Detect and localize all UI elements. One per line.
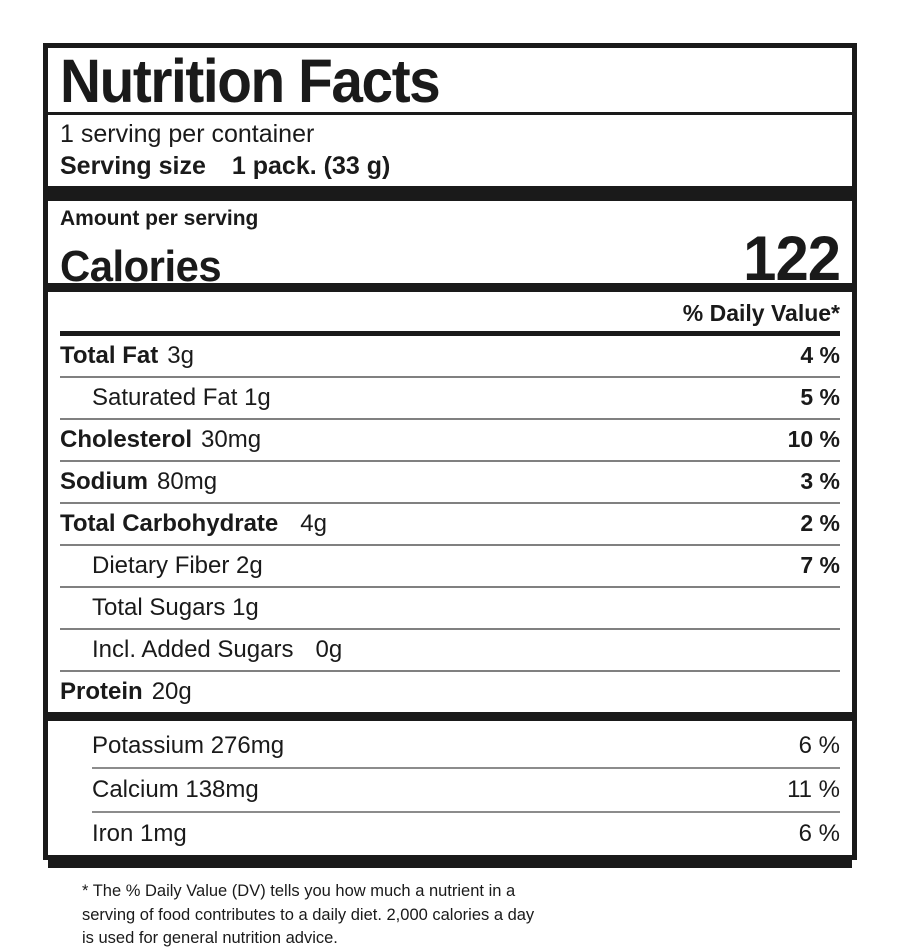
row-divider [60,376,840,379]
row-divider [60,670,840,673]
vitamin-name: Calcium 138mg [92,776,259,804]
nutrient-name-group: Incl. Added Sugars 0g [60,638,342,662]
calories-row: Calories 122 [60,224,841,295]
nutrient-row: Sodium 80mg 3 % [60,462,840,502]
vitamin-name: Iron 1mg [92,820,187,848]
row-divider [60,544,840,547]
nutrient-amount: 0g [315,636,343,664]
nutrient-name: Incl. Added Sugars [92,636,294,664]
vitamin-row: Iron 1mg 6 % [60,813,840,855]
row-divider [60,460,840,463]
servings-block: 1 serving per container Serving size 1 p… [48,115,852,186]
nutrient-amount: 4g [300,510,327,538]
nutrient-daily-value: 7 % [800,552,840,579]
nutrient-name-group: Cholesterol 30mg [60,428,261,452]
nutrition-facts-label: Nutrition Facts 1 serving per container … [43,43,857,947]
label-header: Nutrition Facts [48,48,852,112]
serving-size-row: Serving size 1 pack. (33 g) [60,150,840,182]
vitamin-name: Potassium 276mg [92,732,285,760]
divider-under-calories [48,283,852,293]
calories-value: 122 [742,224,841,295]
row-divider [60,586,840,589]
nutrient-name: Dietary Fiber 2g [92,552,263,580]
nutrient-row: Cholesterol 30mg 10 % [60,420,840,460]
nutrient-name: Total Fat [60,342,159,370]
nutrient-name-group: Protein 20g [60,680,192,704]
nutrient-row: Total Sugars 1g [60,588,840,628]
footnote-line: is used for general nutrition advice. [82,929,338,948]
nutrient-name-group: Total Carbohydrate 4g [60,512,327,536]
daily-value-header: % Daily Value* [682,300,840,327]
nutrient-name: Sodium [60,468,148,496]
serving-size-value: 1 pack. (33 g) [231,152,391,181]
nutrient-row: Total Carbohydrate 4g 2 % [60,504,840,544]
serving-size-label: Serving size [60,152,206,181]
nutrient-rows: Total Fat 3g 4 % Saturated Fat 1g 5 % Cholest… [48,336,852,712]
vitamin-daily-value: 6 % [798,820,840,848]
footnote-line: serving of food contributes to a daily d… [82,905,535,924]
nutrient-name: Total Sugars 1g [92,594,259,622]
nutrient-daily-value: 5 % [800,384,840,411]
nutrient-name: Protein [60,678,143,706]
row-divider [60,418,840,421]
nutrient-name-group: Sodium 80mg [60,470,217,494]
divider-thick-above-calories [48,186,852,202]
divider-under-title [48,112,852,116]
nutrient-amount: 80mg [157,468,218,496]
divider-above-footnote [48,859,852,869]
vitamin-row-divider [92,811,840,814]
vitamin-daily-value: 6 % [798,732,840,760]
nutrient-name-group: Total Sugars 1g [60,596,259,620]
vitamin-daily-value: 11 % [787,776,840,804]
nutrient-daily-value: 10 % [787,426,840,453]
nutrient-daily-value: 3 % [800,468,840,495]
nutrient-amount: 20g [151,678,192,706]
page-title: Nutrition Facts [60,47,441,115]
nutrient-amount: 3g [167,342,194,370]
servings-per-container: 1 serving per container [60,120,315,149]
nutrient-row: Dietary Fiber 2g 7 % [60,546,840,586]
amount-per-serving-label: Amount per serving [60,207,259,231]
nutrient-daily-value: 2 % [800,510,840,537]
nutrient-name-group: Dietary Fiber 2g [60,554,263,578]
row-divider [60,502,840,505]
daily-value-footnote: * The % Daily Value (DV) tells you how m… [48,868,852,950]
nutrient-row: Saturated Fat 1g 5 % [60,378,840,418]
nutrient-name: Cholesterol [60,426,193,454]
nutrient-name-group: Total Fat 3g [60,344,194,368]
divider-under-dv-header [60,331,840,337]
nutrient-row: Total Fat 3g 4 % [60,336,840,376]
nutrient-name: Total Carbohydrate [60,510,279,538]
calories-block: Amount per serving Calories 122 [48,201,852,291]
nutrient-name-group: Saturated Fat 1g [60,386,271,410]
divider-above-vitamins [48,712,852,722]
row-divider [60,628,840,631]
vitamin-row: Potassium 276mg 6 % [60,725,840,767]
nutrient-row: Incl. Added Sugars 0g [60,630,840,670]
nutrient-name: Saturated Fat 1g [92,384,271,412]
nutrient-daily-value: 4 % [800,342,840,369]
vitamin-rows: Potassium 276mg 6 % Calcium 138mg 11 % Iron … [48,721,852,859]
rule-wrap-dv [48,331,852,337]
vitamin-row: Calcium 138mg 11 % [60,769,840,811]
calories-label: Calories [60,242,222,292]
nutrient-row: Protein 20g [60,672,840,712]
nutrient-amount: 30mg [201,426,262,454]
footnote-line: * The % Daily Value (DV) tells you how m… [82,882,516,901]
vitamin-row-divider [92,767,840,770]
